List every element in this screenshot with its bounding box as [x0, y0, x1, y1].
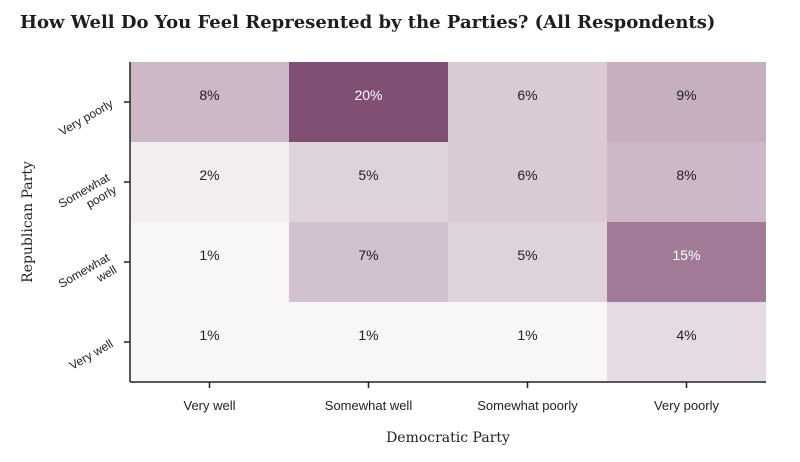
cell-value-label: 9% — [676, 87, 696, 103]
y-tick-label: Very poorly — [57, 96, 116, 138]
heatmap-cell — [130, 142, 289, 222]
x-tick-label: Very well — [183, 398, 235, 413]
y-tick-label: Somewhatpoorly — [56, 170, 120, 223]
y-tick-label: Somewhatwell — [56, 250, 120, 303]
heatmap-cell — [289, 142, 448, 222]
cell-value-label: 6% — [517, 87, 537, 103]
heatmap-cell — [289, 222, 448, 302]
x-tick-label: Somewhat well — [325, 398, 413, 413]
cell-value-label: 1% — [199, 247, 219, 263]
cell-value-label: 5% — [517, 247, 537, 263]
cell-value-label: 8% — [199, 87, 219, 103]
heatmap-cell — [130, 222, 289, 302]
cell-value-label: 4% — [676, 327, 696, 343]
heatmap-cell — [448, 62, 607, 142]
cell-value-label: 1% — [199, 327, 219, 343]
cell-value-label: 15% — [672, 247, 700, 263]
cell-value-label: 1% — [358, 327, 378, 343]
heatmap-cell — [607, 222, 766, 302]
heatmap-cell — [448, 302, 607, 382]
chart-title: How Well Do You Feel Represented by the … — [20, 12, 716, 33]
heatmap-cell — [448, 142, 607, 222]
heatmap-cells: 8% 20% 6% 9% 2% 5% 6% 8% 1% 7% 5% 15% 1% 1% 1% 4% — [130, 62, 766, 382]
x-axis-title: Democratic Party — [386, 430, 510, 446]
x-tick-label: Very poorly — [654, 398, 720, 413]
heatmap-cell — [130, 302, 289, 382]
heatmap-cell — [607, 302, 766, 382]
cell-value-label: 7% — [358, 247, 378, 263]
cell-value-label: 6% — [517, 167, 537, 183]
cell-value-label: 5% — [358, 167, 378, 183]
heatmap-cell — [130, 62, 289, 142]
heatmap-cell — [289, 62, 448, 142]
cell-value-label: 8% — [676, 167, 696, 183]
heatmap-cell — [448, 222, 607, 302]
cell-value-label: 1% — [517, 327, 537, 343]
heatmap-cell — [607, 142, 766, 222]
heatmap-cell — [289, 302, 448, 382]
cell-value-label: 2% — [199, 167, 219, 183]
heatmap-cell — [607, 62, 766, 142]
cell-value-label: 20% — [354, 87, 382, 103]
y-tick-label: Very well — [67, 336, 116, 372]
y-axis-title: Republican Party — [20, 161, 36, 283]
x-tick-label: Somewhat poorly — [477, 398, 578, 413]
